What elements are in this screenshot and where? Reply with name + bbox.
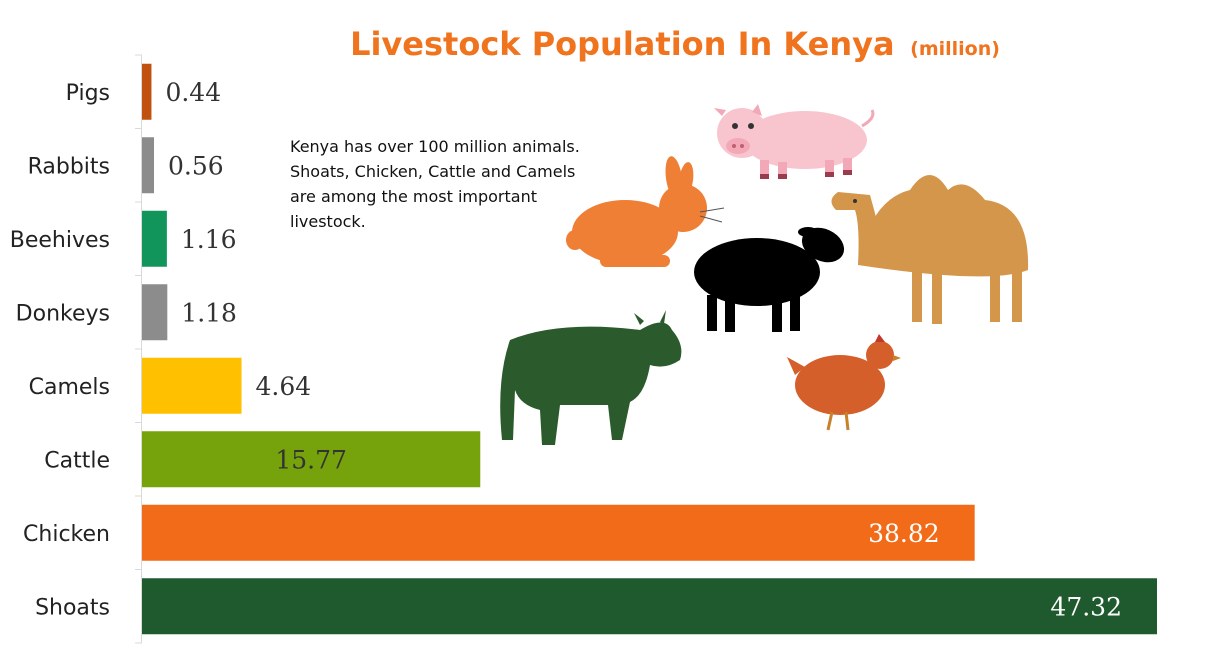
value-labels: 0.44 0.56 1.16 1.18 4.64 15.77 38.82 47.32: [165, 78, 1122, 622]
sheep-icon: [694, 227, 845, 332]
category-label-beehives: Beehives: [10, 228, 110, 253]
value-label-cattle: 15.77: [275, 445, 347, 474]
bar-chicken: [142, 504, 975, 561]
category-label-donkeys: Donkeys: [16, 301, 110, 326]
cow-icon: [500, 310, 682, 445]
bars-group: [142, 63, 1157, 635]
category-label-shoats: Shoats: [35, 595, 110, 620]
bar-beehives: [142, 210, 167, 267]
bar-shoats: [142, 578, 1157, 635]
value-label-chicken: 38.82: [868, 519, 940, 548]
rabbit-icon: [566, 156, 725, 267]
annotation-text: Kenya has over 100 million animals. Shoa…: [290, 137, 580, 231]
value-label-shoats: 47.32: [1050, 592, 1122, 621]
value-label-donkeys: 1.18: [181, 298, 237, 327]
title-unit: (million): [910, 38, 1000, 60]
category-label-pigs: Pigs: [66, 81, 110, 106]
chicken-icon: [787, 334, 901, 431]
category-label-cattle: Cattle: [44, 448, 110, 473]
title-main: Livestock Population In Kenya: [350, 25, 895, 63]
category-labels: Pigs Rabbits Beehives Donkeys Camels Cattle Ch…: [10, 81, 110, 621]
value-label-beehives: 1.16: [181, 225, 237, 254]
category-label-rabbits: Rabbits: [28, 154, 110, 179]
bar-pigs: [142, 63, 152, 120]
bar-camels: [142, 357, 242, 414]
category-axis: [135, 54, 142, 644]
bar-donkeys: [142, 284, 168, 341]
pig-icon: [714, 104, 875, 179]
bar-rabbits: [142, 137, 155, 194]
camel-icon: [831, 175, 1029, 324]
category-label-chicken: Chicken: [23, 522, 110, 547]
value-label-rabbits: 0.56: [168, 151, 224, 180]
chart-title: Livestock Population In Kenya (million): [350, 25, 1000, 63]
bar-cattle: [142, 431, 481, 488]
category-label-camels: Camels: [29, 375, 110, 400]
value-label-pigs: 0.44: [165, 78, 221, 107]
value-label-camels: 4.64: [256, 372, 312, 401]
